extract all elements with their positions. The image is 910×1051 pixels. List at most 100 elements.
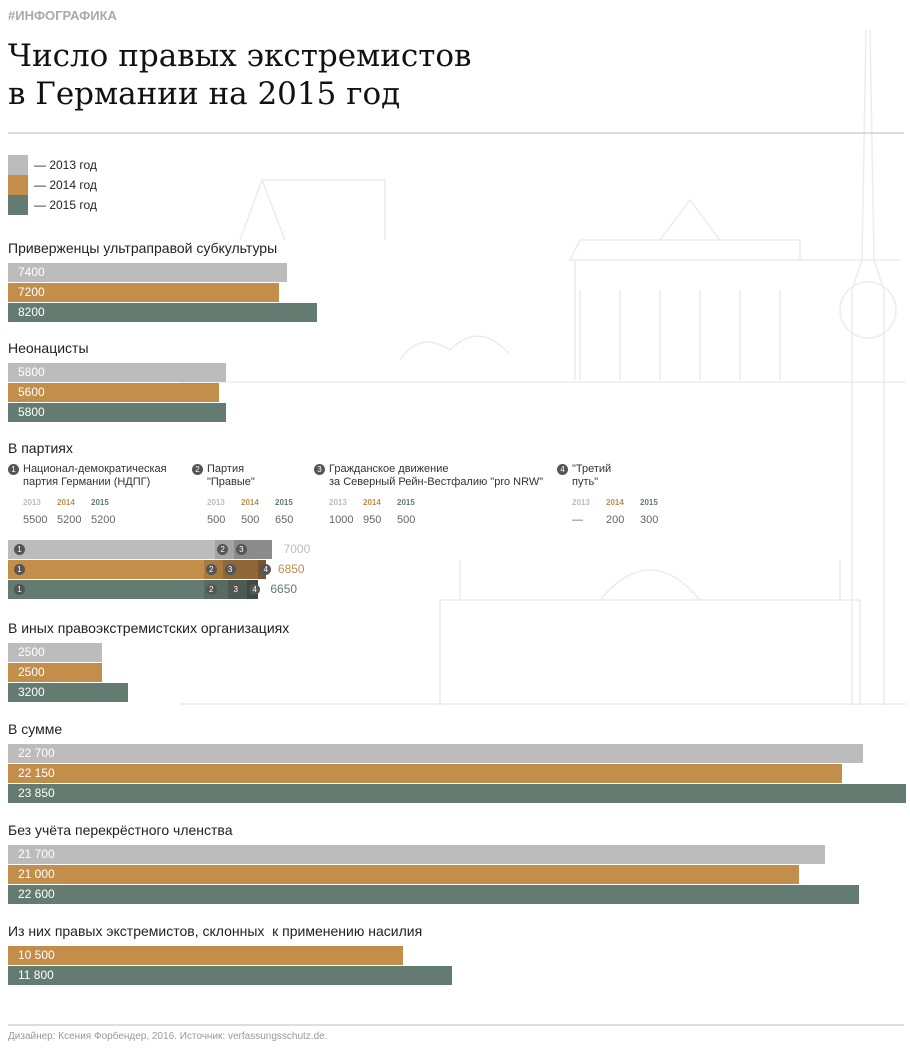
- bar-label: 23 850: [18, 786, 55, 800]
- party-value: 500: [207, 514, 226, 526]
- bar-label: 7200: [18, 285, 45, 299]
- bar: [8, 865, 799, 884]
- party-name: Национал-демократическая партия Германии…: [23, 463, 167, 488]
- legend-swatch: [8, 175, 28, 195]
- party-value: 200: [606, 514, 625, 526]
- bar-label: 2500: [18, 665, 45, 679]
- party-number: 3: [314, 464, 325, 475]
- bar: [8, 764, 842, 783]
- segment-number: 3: [224, 564, 236, 575]
- bar-label: 22 600: [18, 887, 55, 901]
- bar: [8, 885, 859, 904]
- legend-label: — 2014 год: [34, 178, 97, 192]
- bar-label: 2500: [18, 645, 45, 659]
- group-title: Из них правых экстремистов, склонных к п…: [8, 923, 423, 939]
- party-value: —: [572, 514, 583, 526]
- legend-label: — 2015 год: [34, 198, 97, 212]
- legend-swatch: [8, 155, 28, 175]
- year-header: 2014: [606, 498, 624, 507]
- group-title: В сумме: [8, 721, 63, 737]
- legend-swatch: [8, 195, 28, 215]
- bar: [8, 966, 453, 985]
- bar: [8, 845, 826, 864]
- year-header: 2015: [397, 498, 415, 507]
- party-number: 2: [192, 464, 203, 475]
- title-line: Число правых экстремистов: [8, 38, 472, 74]
- year-header: 2013: [329, 498, 347, 507]
- footer: Дизайнер: Ксения Форбендер, 2016. Источн…: [8, 1031, 328, 1042]
- party-number: 4: [557, 464, 568, 475]
- bar-label: 10 500: [18, 948, 55, 962]
- bar-segment: [8, 560, 204, 579]
- bar-label: 21 700: [18, 847, 55, 861]
- year-header: 2014: [363, 498, 381, 507]
- bar-segment: [8, 580, 204, 599]
- year-header: 2014: [241, 498, 259, 507]
- segment-number: 2: [205, 584, 217, 595]
- legend-label: — 2013 год: [34, 158, 97, 172]
- bar-label: 21 000: [18, 867, 55, 881]
- bar-label: 5800: [18, 405, 45, 419]
- bar-label: 3200: [18, 685, 45, 699]
- party-value: 500: [241, 514, 260, 526]
- total-label: 6850: [277, 562, 305, 576]
- bar: [8, 946, 404, 965]
- party-value: 5500: [23, 514, 48, 526]
- party-value: 500: [397, 514, 416, 526]
- bar-label: 11 800: [18, 968, 54, 982]
- segment-number: 4: [249, 584, 261, 595]
- bar-label: 22 150: [18, 766, 55, 780]
- party-value: 1000: [329, 514, 354, 526]
- bar-label: 5800: [18, 365, 45, 379]
- party-value: 5200: [91, 514, 116, 526]
- group-title: В партиях: [8, 440, 73, 456]
- year-header: 2013: [207, 498, 225, 507]
- total-label: 6650: [270, 582, 298, 596]
- tag: #ИНФОГРАФИКА: [8, 8, 117, 23]
- segment-number: 4: [260, 564, 272, 575]
- segment-number: 3: [235, 544, 247, 555]
- bar: [8, 643, 103, 662]
- bar: [8, 744, 863, 763]
- bar-label: 7400: [18, 265, 45, 279]
- party-name: Гражданское движение за Северный Рейн-Ве…: [329, 463, 544, 488]
- party-value: 950: [363, 514, 382, 526]
- bar: [8, 663, 103, 682]
- segment-number: 1: [14, 584, 25, 595]
- segment-number: 1: [14, 564, 25, 575]
- bar: [8, 403, 227, 422]
- title-line: в Германии на 2015 год: [8, 76, 401, 112]
- group-title: Неонацисты: [8, 340, 89, 356]
- party-name: "Третий путь": [572, 463, 612, 488]
- bar: [8, 263, 287, 282]
- year-header: 2013: [572, 498, 590, 507]
- group-title: В иных правоэкстремистских организациях: [8, 620, 290, 636]
- bar: [8, 784, 906, 803]
- bar-label: 8200: [18, 305, 45, 319]
- group-title: Без учёта перекрёстного членства: [8, 822, 233, 838]
- bar-segment: [8, 540, 216, 559]
- segment-number: 2: [205, 564, 217, 575]
- segment-number: 3: [230, 584, 242, 595]
- total-label: 7000: [283, 542, 311, 556]
- bar-label: 22 700: [18, 746, 55, 760]
- segment-number: 1: [14, 544, 25, 555]
- bar: [8, 383, 219, 402]
- party-value: 650: [275, 514, 294, 526]
- bar: [8, 303, 317, 322]
- bar: [8, 363, 227, 382]
- year-header: 2015: [91, 498, 109, 507]
- bar: [8, 683, 129, 702]
- party-value: 300: [640, 514, 659, 526]
- year-header: 2014: [57, 498, 75, 507]
- bar: [8, 283, 280, 302]
- party-value: 5200: [57, 514, 82, 526]
- party-name: Партия "Правые": [207, 463, 255, 488]
- bar-label: 5600: [18, 385, 45, 399]
- year-header: 2015: [275, 498, 293, 507]
- party-number: 1: [8, 464, 19, 475]
- year-header: 2013: [23, 498, 41, 507]
- year-header: 2015: [640, 498, 658, 507]
